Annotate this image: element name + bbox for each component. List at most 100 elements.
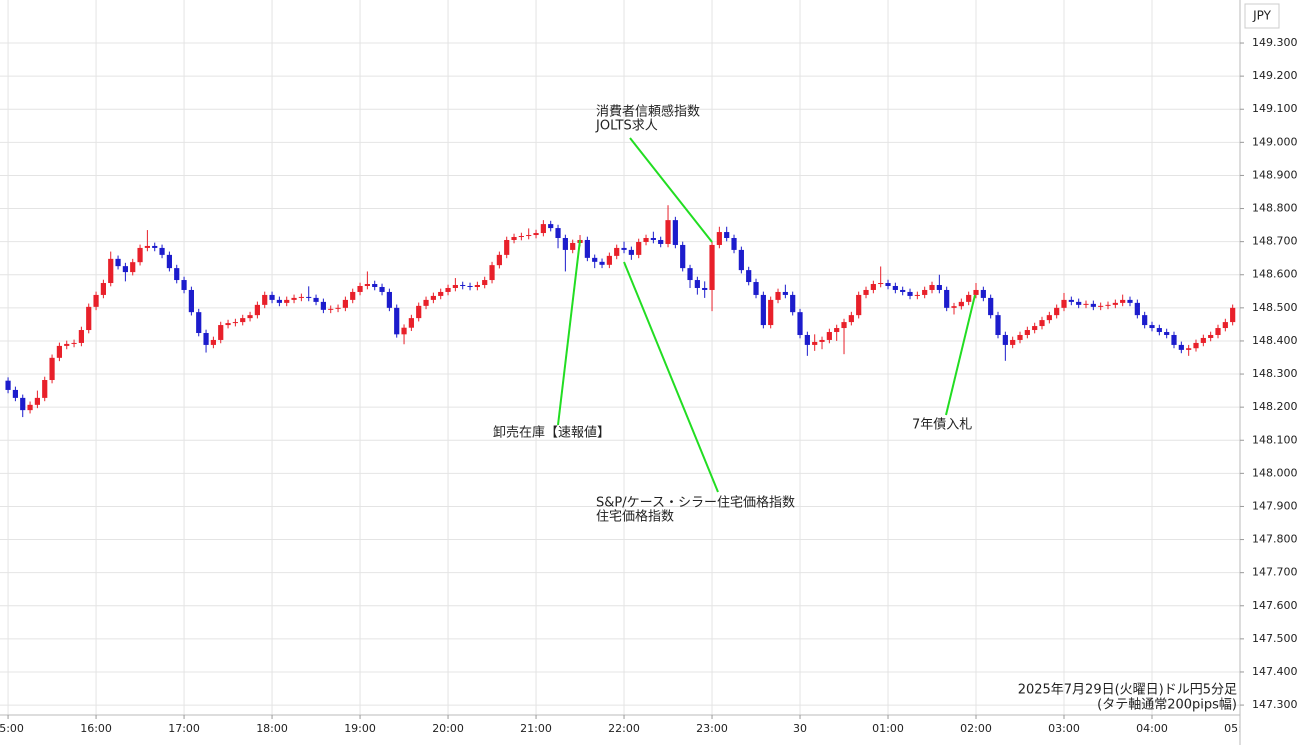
annotation-text: S&P/ケース・シラー住宅価格指数 — [596, 495, 795, 511]
candle-body — [1186, 348, 1192, 350]
candle-body — [474, 285, 480, 287]
candle-body — [1127, 299, 1133, 303]
candle-body — [797, 312, 803, 335]
candle-body — [78, 330, 84, 343]
x-tick-label: 15:00 — [0, 722, 24, 735]
chart-title: 2025年7月29日(火曜日)ドル円5分足 — [1018, 683, 1237, 698]
candle-body — [5, 380, 11, 390]
y-tick-label: 148.200 — [1252, 400, 1298, 413]
y-tick-label: 148.800 — [1252, 202, 1298, 215]
y-axis-panel — [1240, 0, 1300, 745]
y-tick-label: 147.500 — [1252, 632, 1298, 645]
candle-body — [218, 325, 224, 340]
candle-body — [929, 285, 935, 290]
candle-body — [1039, 320, 1045, 327]
y-tick-label: 147.300 — [1252, 698, 1298, 711]
y-tick-label: 148.600 — [1252, 268, 1298, 281]
y-tick-label: 149.300 — [1252, 36, 1298, 49]
annotation-text: 消費者信頼感指数 — [596, 104, 700, 120]
candle-body — [892, 286, 898, 290]
candle-body — [944, 289, 950, 308]
candle-body — [804, 334, 810, 345]
y-tick-label: 148.400 — [1252, 334, 1298, 347]
candle-body — [408, 318, 414, 328]
candle-body — [445, 287, 451, 292]
candle-body — [702, 287, 708, 290]
candle-body — [1222, 322, 1228, 329]
candle-body — [1098, 305, 1104, 307]
candle-body — [1193, 342, 1199, 349]
candle-body — [980, 289, 986, 298]
annotation-text: 7年債入札 — [912, 418, 972, 433]
candle-body — [144, 245, 150, 248]
candle-body — [130, 262, 136, 273]
candle-body — [1120, 299, 1126, 303]
candle-body — [210, 339, 216, 345]
candle-body — [775, 291, 781, 300]
candle-body — [64, 343, 70, 346]
candle-body — [335, 307, 341, 309]
candle-body — [166, 254, 172, 269]
candle-body — [1200, 337, 1206, 343]
candle-body — [1076, 301, 1082, 305]
candle-body — [1142, 315, 1148, 326]
y-tick-label: 147.700 — [1252, 566, 1298, 579]
candle-body — [42, 380, 48, 398]
x-tick-label: 21:00 — [520, 722, 552, 735]
candle-body — [1105, 304, 1111, 306]
candle-body — [379, 286, 385, 292]
candle-body — [540, 224, 546, 234]
candle-body — [790, 294, 796, 313]
annotation-text: 住宅価格指数 — [596, 509, 674, 525]
x-tick-label: 01:00 — [872, 722, 904, 735]
annotation-text: JOLTS求人 — [595, 119, 658, 134]
chart-subtitle: (タテ軸通常200pips幅) — [1097, 698, 1237, 713]
candle-body — [973, 289, 979, 295]
candle-body — [995, 315, 1001, 335]
candle-body — [1134, 302, 1140, 316]
x-tick-label: 18:00 — [256, 722, 288, 735]
y-tick-label: 148.000 — [1252, 466, 1298, 479]
candle-body — [599, 261, 605, 265]
candle-body — [86, 306, 92, 331]
candle-body — [848, 315, 854, 323]
candle-body — [394, 307, 400, 335]
candle-body — [812, 341, 818, 345]
annotation-line — [629, 137, 713, 243]
candle-body — [533, 233, 539, 236]
y-tick-label: 149.000 — [1252, 135, 1298, 148]
candle-body — [386, 291, 392, 308]
candle-body — [1046, 315, 1052, 321]
candle-body — [709, 244, 715, 290]
candle-body — [71, 342, 77, 344]
candle-body — [306, 296, 312, 298]
y-tick-label: 149.200 — [1252, 69, 1298, 82]
candle-body — [430, 295, 436, 300]
candle-body — [122, 266, 128, 273]
candle-body — [1017, 334, 1023, 340]
x-tick-label: 16:00 — [80, 722, 112, 735]
candle-body — [826, 332, 832, 340]
candle-body — [731, 238, 737, 250]
candle-body — [570, 242, 576, 250]
candle-body — [196, 312, 202, 334]
candle-body — [746, 270, 752, 283]
candle-body — [621, 247, 627, 250]
candle-body — [504, 239, 510, 255]
candle-body — [951, 306, 957, 308]
candle-body — [650, 238, 656, 240]
candle-body — [878, 283, 884, 285]
y-tick-label: 148.300 — [1252, 367, 1298, 380]
candle-body — [643, 238, 649, 242]
candle-body — [372, 284, 378, 287]
x-tick-label: 03:00 — [1048, 722, 1080, 735]
annotation-line — [945, 294, 976, 416]
candle-body — [350, 291, 356, 300]
x-tick-label: 19:00 — [344, 722, 376, 735]
candle-body — [496, 254, 502, 266]
candle-body — [526, 235, 532, 237]
candle-body — [782, 291, 788, 295]
y-tick-label: 148.100 — [1252, 433, 1298, 446]
candle-body — [1149, 325, 1155, 329]
